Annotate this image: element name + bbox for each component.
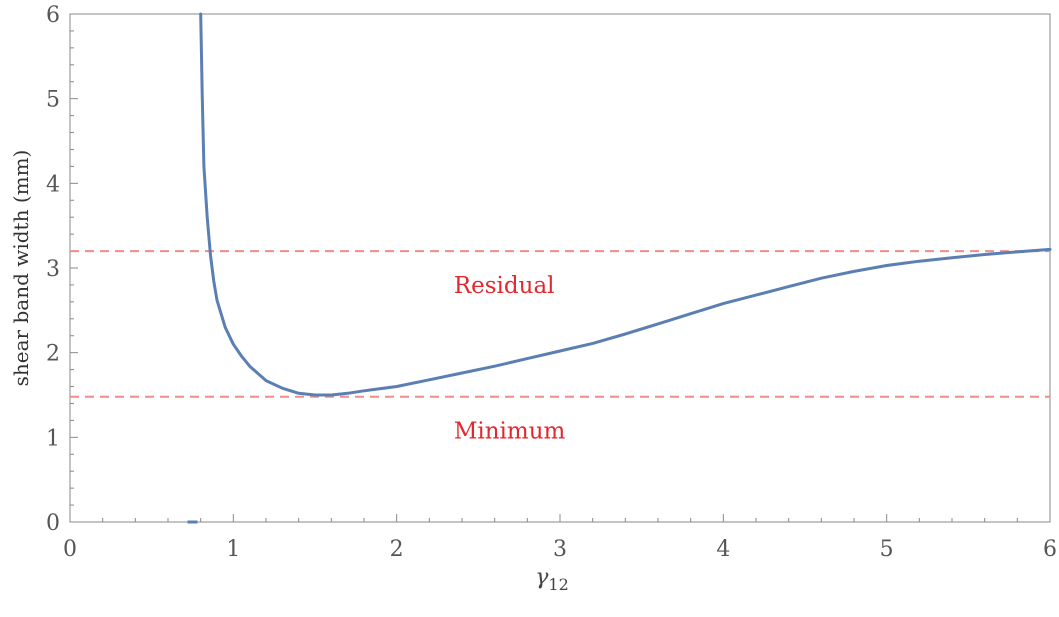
y-axis-title: shear band width (mm): [9, 150, 33, 387]
plot-frame: [69, 13, 1051, 523]
annotation-residual: Residual: [454, 273, 555, 299]
minor-ticks: [69, 13, 1051, 523]
y-tick-label: 1: [46, 426, 60, 451]
y-tick-label: 2: [46, 342, 60, 367]
series-group: [187, 12, 1052, 524]
x-tick-labels: 0 1 2 3 4 5 6: [63, 537, 1057, 562]
x-tick-label: 5: [880, 537, 894, 562]
y-tick-label: 3: [46, 257, 60, 282]
annotation-minimum: Minimum: [454, 419, 566, 445]
x-tick-label: 4: [716, 537, 730, 562]
reference-lines: Residual Minimum: [70, 250, 1050, 445]
y-tick-labels: 0 1 2 3 4 5 6: [46, 3, 60, 536]
x-tick-label: 1: [226, 537, 240, 562]
x-tick-label: 2: [390, 537, 404, 562]
x-tick-label: 3: [553, 537, 567, 562]
series-line-0: [199, 12, 1052, 397]
x-tick-label: 0: [63, 537, 77, 562]
x-axis-title: γ12: [535, 565, 569, 594]
plot-border: [69, 13, 1051, 523]
y-tick-label: 6: [46, 3, 60, 28]
x-tick-label: 6: [1043, 537, 1057, 562]
y-tick-label: 4: [46, 172, 60, 197]
y-tick-label: 0: [46, 511, 60, 536]
y-tick-label: 5: [46, 88, 60, 113]
